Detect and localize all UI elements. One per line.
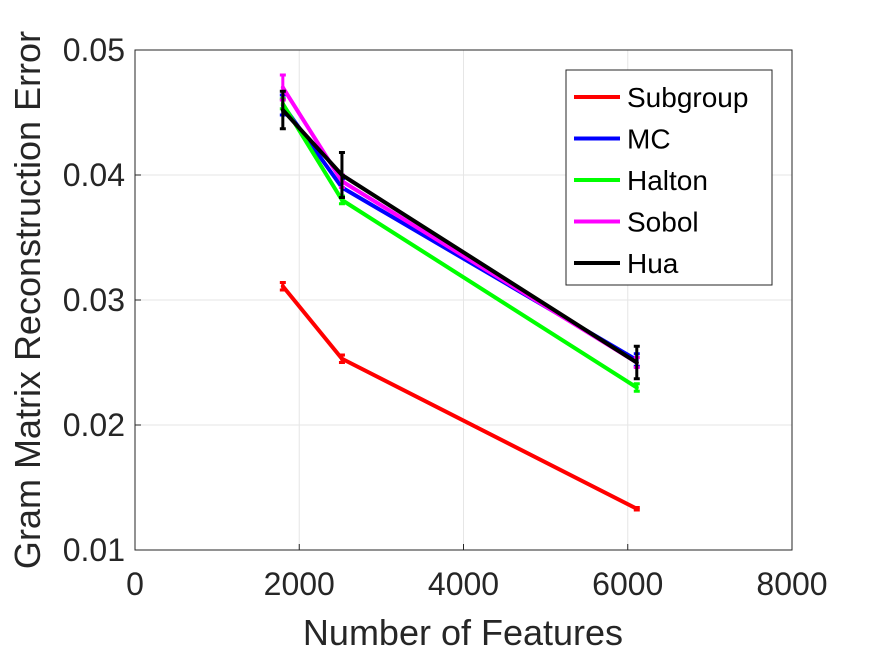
y-axis-label: Gram Matrix Reconstruction Error <box>7 31 48 569</box>
axis-ticks: 0 2000 4000 6000 8000 0.01 0.02 0.03 0.04 0.05 <box>63 32 828 602</box>
y-tick-label: 0.02 <box>63 407 125 443</box>
y-tick-label: 0.05 <box>63 32 125 68</box>
data-point <box>634 506 639 511</box>
data-point <box>634 385 639 390</box>
legend-label: Subgroup <box>627 82 748 113</box>
data-point <box>280 108 285 112</box>
legend-label: Halton <box>627 165 708 196</box>
series-subgroup <box>279 281 640 512</box>
legend-label: Hua <box>627 248 679 279</box>
x-tick-label: 2000 <box>264 566 335 602</box>
x-tick-label: 8000 <box>756 566 827 602</box>
legend-label: MC <box>627 124 671 155</box>
data-point <box>339 173 344 177</box>
legend: Subgroup MC Halton Sobol Hua <box>565 69 773 286</box>
x-tick-label: 6000 <box>592 566 663 602</box>
y-tick-label: 0.01 <box>63 532 125 568</box>
series-hua <box>279 89 640 381</box>
x-tick-label: 0 <box>126 566 144 602</box>
x-tick-label: 4000 <box>428 566 499 602</box>
data-point <box>280 284 285 289</box>
x-axis-label: Number of Features <box>303 612 623 653</box>
legend-box <box>565 69 773 286</box>
legend-label: Sobol <box>627 207 699 238</box>
data-point <box>339 356 344 361</box>
y-tick-label: 0.03 <box>63 282 125 318</box>
data-point <box>634 360 639 365</box>
series-layer <box>279 73 640 512</box>
data-point <box>280 85 285 90</box>
y-tick-label: 0.04 <box>63 157 125 193</box>
